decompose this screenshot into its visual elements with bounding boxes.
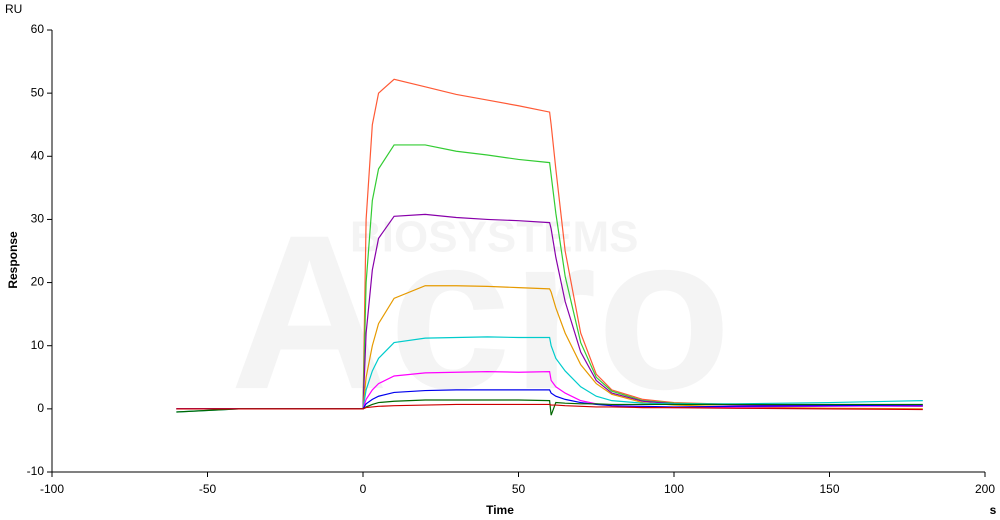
- y-unit: RU: [5, 2, 22, 16]
- x-unit: s: [990, 503, 997, 517]
- y-tick-label: 20: [31, 275, 45, 289]
- x-tick-label: 100: [664, 482, 684, 496]
- y-tick-label: 40: [31, 148, 45, 162]
- x-axis-label: Time: [486, 503, 514, 517]
- watermark: Acro: [230, 189, 731, 435]
- y-tick-label: -10: [27, 464, 45, 478]
- series-line: [176, 403, 923, 411]
- y-tick-label: 50: [31, 85, 45, 99]
- y-axis-label: Response: [6, 231, 20, 289]
- x-tick-label: -50: [199, 482, 217, 496]
- x-tick-label: -100: [40, 482, 64, 496]
- y-tick-label: 10: [31, 338, 45, 352]
- x-tick-label: 150: [819, 482, 839, 496]
- y-tick-label: 0: [37, 401, 44, 415]
- watermark: BIOSYSTEMS: [350, 213, 639, 262]
- x-tick-label: 200: [975, 482, 995, 496]
- x-tick-label: 50: [512, 482, 526, 496]
- x-tick-label: 0: [360, 482, 367, 496]
- y-tick-label: 30: [31, 212, 45, 226]
- y-tick-label: 60: [31, 22, 45, 36]
